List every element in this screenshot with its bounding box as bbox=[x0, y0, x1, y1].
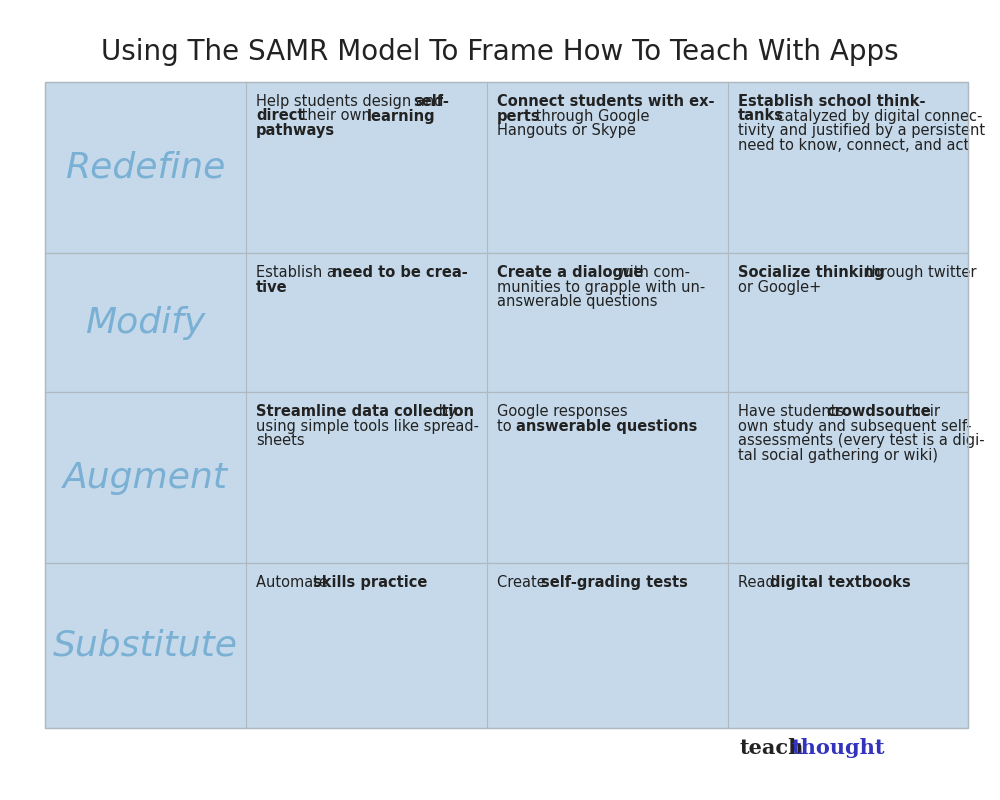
Text: own study and subsequent self-: own study and subsequent self- bbox=[738, 418, 972, 434]
Text: Socialize thinking: Socialize thinking bbox=[738, 265, 885, 280]
Text: Redefine: Redefine bbox=[65, 150, 226, 185]
Text: Create: Create bbox=[497, 575, 550, 590]
Bar bbox=[45, 253, 968, 392]
Text: sheets: sheets bbox=[256, 433, 305, 448]
Bar bbox=[45, 392, 968, 563]
Text: to: to bbox=[497, 418, 516, 434]
Text: assessments (every test is a digi-: assessments (every test is a digi- bbox=[738, 433, 985, 448]
Text: self-: self- bbox=[414, 94, 450, 109]
Text: tive: tive bbox=[256, 280, 288, 294]
Text: crowdsource: crowdsource bbox=[826, 404, 931, 419]
Text: teach: teach bbox=[740, 738, 804, 758]
Text: through twitter: through twitter bbox=[861, 265, 976, 280]
Text: Create a dialogue: Create a dialogue bbox=[497, 265, 643, 280]
Text: Establish school think-: Establish school think- bbox=[738, 94, 926, 109]
Text: thought: thought bbox=[792, 738, 886, 758]
Text: or Google+: or Google+ bbox=[738, 280, 821, 294]
Text: answerable questions: answerable questions bbox=[516, 418, 697, 434]
Text: need to know, connect, and act: need to know, connect, and act bbox=[738, 138, 969, 153]
Text: learning: learning bbox=[366, 109, 435, 123]
Bar bbox=[45, 563, 968, 728]
Text: munities to grapple with un-: munities to grapple with un- bbox=[497, 280, 705, 294]
Text: their: their bbox=[901, 404, 940, 419]
Text: Read: Read bbox=[738, 575, 779, 590]
Text: tal social gathering or wiki): tal social gathering or wiki) bbox=[738, 447, 938, 462]
Text: need to be crea-: need to be crea- bbox=[332, 265, 468, 280]
Text: Substitute: Substitute bbox=[53, 629, 238, 662]
Text: tanks: tanks bbox=[738, 109, 784, 123]
Text: tivity and justified by a persistent: tivity and justified by a persistent bbox=[738, 123, 985, 138]
Text: skills practice: skills practice bbox=[313, 575, 427, 590]
Text: perts: perts bbox=[497, 109, 541, 123]
Text: Automate: Automate bbox=[256, 575, 333, 590]
Text: Google responses: Google responses bbox=[497, 404, 628, 419]
Text: Connect students with ex-: Connect students with ex- bbox=[497, 94, 715, 109]
Text: Have students: Have students bbox=[738, 404, 849, 419]
Text: direct: direct bbox=[256, 109, 305, 123]
Text: catalyzed by digital connec-: catalyzed by digital connec- bbox=[772, 109, 983, 123]
Text: self-grading tests: self-grading tests bbox=[541, 575, 688, 590]
Text: Establish a: Establish a bbox=[256, 265, 341, 280]
Text: using simple tools like spread-: using simple tools like spread- bbox=[256, 418, 479, 434]
Text: digital textbooks: digital textbooks bbox=[770, 575, 910, 590]
Text: Hangouts or Skype: Hangouts or Skype bbox=[497, 123, 636, 138]
Text: answerable questions: answerable questions bbox=[497, 294, 658, 309]
Text: by: by bbox=[434, 404, 456, 419]
Text: their own: their own bbox=[297, 109, 376, 123]
Bar bbox=[45, 82, 968, 728]
Text: Modify: Modify bbox=[85, 306, 206, 340]
Text: Streamline data collection: Streamline data collection bbox=[256, 404, 474, 419]
Text: through Google: through Google bbox=[531, 109, 650, 123]
Bar bbox=[45, 82, 968, 253]
Text: Help students design and: Help students design and bbox=[256, 94, 448, 109]
Text: Using The SAMR Model To Frame How To Teach With Apps: Using The SAMR Model To Frame How To Tea… bbox=[101, 38, 899, 66]
Text: Augment: Augment bbox=[63, 461, 228, 494]
Text: pathways: pathways bbox=[256, 123, 335, 138]
Text: with com-: with com- bbox=[613, 265, 690, 280]
